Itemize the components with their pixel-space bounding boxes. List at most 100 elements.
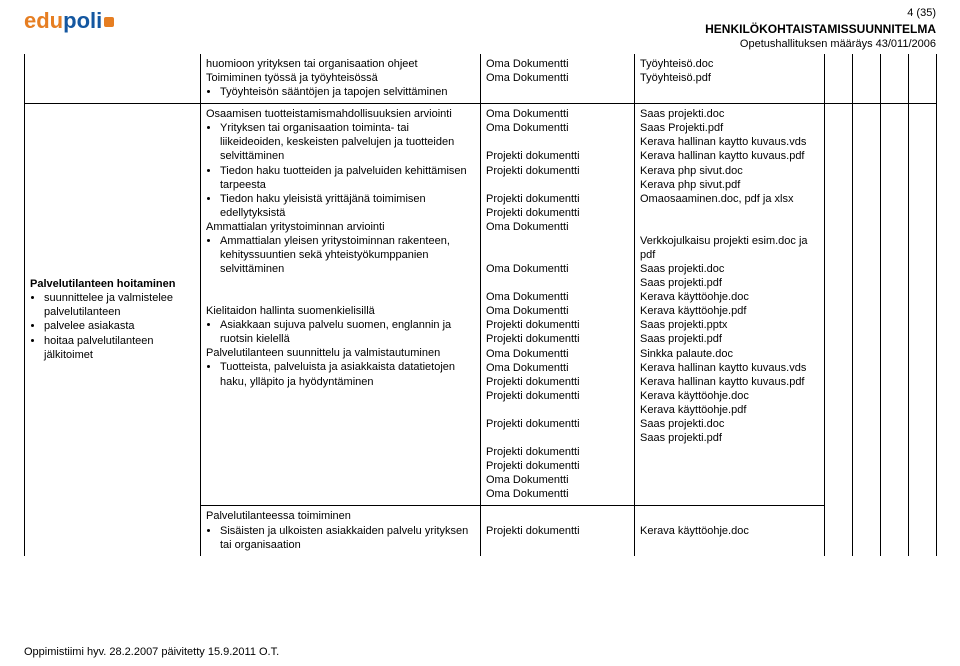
text-line: Työyhteisö.doc	[640, 57, 819, 71]
cell-narrow	[853, 54, 881, 104]
text-line	[486, 178, 629, 192]
text-line: Kielitaidon hallinta suomenkielisillä	[206, 304, 475, 318]
text-line: Projekti dokumentti	[486, 164, 629, 178]
text-line	[486, 248, 629, 262]
text-line	[486, 431, 629, 445]
section-title: Palvelutilanteen hoitaminen	[30, 277, 195, 291]
text-line	[486, 403, 629, 417]
bullet-item: hoitaa palvelutilanteen jälkitoimet	[44, 334, 195, 362]
bullet-item: Tiedon haku yleisistä yrittäjänä toimimi…	[220, 192, 475, 220]
text-line: Kerava käyttöohje.doc	[640, 524, 819, 538]
cell-col4: Saas projekti.docSaas Projekti.pdfKerava…	[635, 104, 825, 506]
logo-dot-icon	[104, 17, 114, 27]
text-line: Saas projekti.doc	[640, 262, 819, 276]
cell-col1	[25, 506, 201, 556]
text-line: Saas Projekti.pdf	[640, 121, 819, 135]
text-line: Projekti dokumentti	[486, 149, 629, 163]
text-line: Kerava php sivut.doc	[640, 164, 819, 178]
text-line: Projekti dokumentti	[486, 445, 629, 459]
text-line: Projekti dokumentti	[486, 332, 629, 346]
text-line	[486, 509, 629, 523]
text-line: Oma Dokumentti	[486, 304, 629, 318]
doc-title: HENKILÖKOHTAISTAMISSUUNNITELMA	[705, 21, 936, 37]
text-line: Kerava käyttöohje.doc	[640, 389, 819, 403]
text-line: Oma Dokumentti	[486, 57, 629, 71]
bullet-item: Työyhteisön sääntöjen ja tapojen selvitt…	[220, 85, 475, 99]
cell-narrow	[825, 54, 853, 104]
text-line: Omaosaaminen.doc, pdf ja xlsx	[640, 192, 819, 206]
text-line: Oma Dokumentti	[486, 473, 629, 487]
bullet-list: suunnittelee ja valmistelee palvelutilan…	[44, 291, 195, 361]
header-right: 4 (35) HENKILÖKOHTAISTAMISSUUNNITELMA Op…	[705, 6, 936, 52]
page-root: edupoli 4 (35) HENKILÖKOHTAISTAMISSUUNNI…	[0, 0, 960, 666]
bullet-item: Yrityksen tai organisaation toiminta- ta…	[220, 121, 475, 163]
text-line: Verkkojulkaisu projekti esim.doc ja pdf	[640, 234, 819, 262]
text-line: Toimiminen työssä ja työyhteisössä	[206, 71, 475, 85]
logo-part-2: poli	[63, 8, 102, 33]
text-line	[486, 276, 629, 290]
footer: Oppimistiimi hyv. 28.2.2007 päivitetty 1…	[24, 646, 279, 658]
page-number: 4 (35)	[705, 6, 936, 21]
text-line: Oma Dokumentti	[486, 347, 629, 361]
bullet-item: Ammattialan yleisen yritystoiminnan rake…	[220, 234, 475, 276]
bullet-list: Tuotteista, palveluista ja asiakkaista d…	[220, 360, 475, 388]
text-line: Saas projekti.pdf	[640, 332, 819, 346]
cell-col2: Palvelutilanteessa toimiminen Sisäisten …	[201, 506, 481, 556]
table-row: huomioon yrityksen tai organisaation ohj…	[25, 54, 937, 104]
text-line: Oma Dokumentti	[486, 121, 629, 135]
text-line: Projekti dokumentti	[486, 192, 629, 206]
plan-table: huomioon yrityksen tai organisaation ohj…	[24, 54, 937, 556]
bullet-item: palvelee asiakasta	[44, 319, 195, 333]
text-line: Projekti dokumentti	[486, 206, 629, 220]
cell-narrow	[881, 104, 909, 506]
cell-col2: huomioon yrityksen tai organisaation ohj…	[201, 54, 481, 104]
table-row: Palvelutilanteessa toimiminen Sisäisten …	[25, 506, 937, 556]
text-line: Kerava käyttöohje.doc	[640, 290, 819, 304]
text-line: Oma Dokumentti	[486, 220, 629, 234]
cell-narrow	[853, 506, 881, 556]
text-line: Kerava käyttöohje.pdf	[640, 403, 819, 417]
bullet-list: Työyhteisön sääntöjen ja tapojen selvitt…	[220, 85, 475, 99]
bullet-item: Tiedon haku tuotteiden ja palveluiden ke…	[220, 164, 475, 192]
cell-narrow	[909, 506, 937, 556]
cell-narrow	[909, 104, 937, 506]
logo-part-1: edu	[24, 8, 63, 33]
text-line: Oma Dokumentti	[486, 290, 629, 304]
bullet-list: Yrityksen tai organisaation toiminta- ta…	[220, 121, 475, 220]
text-line: Kerava hallinan kaytto kuvaus.vds	[640, 135, 819, 149]
text-line: huomioon yrityksen tai organisaation ohj…	[206, 57, 475, 71]
text-line: Projekti dokumentti	[486, 375, 629, 389]
cell-col1: Palvelutilanteen hoitaminen suunnittelee…	[25, 104, 201, 506]
text-line: Kerava käyttöohje.pdf	[640, 304, 819, 318]
table-row: Palvelutilanteen hoitaminen suunnittelee…	[25, 104, 937, 506]
text-line: Projekti dokumentti	[486, 524, 629, 538]
cell-col3: Oma DokumenttiOma Dokumentti	[481, 54, 635, 104]
cell-col3: Oma DokumenttiOma Dokumentti Projekti do…	[481, 104, 635, 506]
text-line: Oma Dokumentti	[486, 262, 629, 276]
cell-narrow	[881, 54, 909, 104]
text-line: Oma Dokumentti	[486, 71, 629, 85]
cell-col2: Osaamisen tuotteistamismahdollisuuksien …	[201, 104, 481, 506]
text-line: Oma Dokumentti	[486, 107, 629, 121]
cell-narrow	[825, 506, 853, 556]
text-line: Kerava hallinan kaytto kuvaus.pdf	[640, 375, 819, 389]
text-line	[640, 206, 819, 220]
cell-col4: Työyhteisö.docTyöyhteisö.pdf	[635, 54, 825, 104]
table-wrap: huomioon yrityksen tai organisaation ohj…	[24, 54, 936, 638]
logo: edupoli	[24, 8, 114, 34]
text-line: Palvelutilanteessa toimiminen	[206, 509, 475, 523]
text-line: Työyhteisö.pdf	[640, 71, 819, 85]
text-line: Saas projekti.pdf	[640, 276, 819, 290]
text-line: Ammattialan yritystoiminnan arviointi	[206, 220, 475, 234]
text-line: Saas projekti.pdf	[640, 431, 819, 445]
text-line: Oma Dokumentti	[486, 361, 629, 375]
bullet-item: Sisäisten ja ulkoisten asiakkaiden palve…	[220, 524, 475, 552]
text-line: Osaamisen tuotteistamismahdollisuuksien …	[206, 107, 475, 121]
text-line: Saas projekti.doc	[640, 417, 819, 431]
cell-narrow	[909, 54, 937, 104]
text-line: Kerava php sivut.pdf	[640, 178, 819, 192]
text-line: Oma Dokumentti	[486, 487, 629, 501]
bullet-item: suunnittelee ja valmistelee palvelutilan…	[44, 291, 195, 319]
cell-narrow	[825, 104, 853, 506]
text-line	[640, 509, 819, 523]
